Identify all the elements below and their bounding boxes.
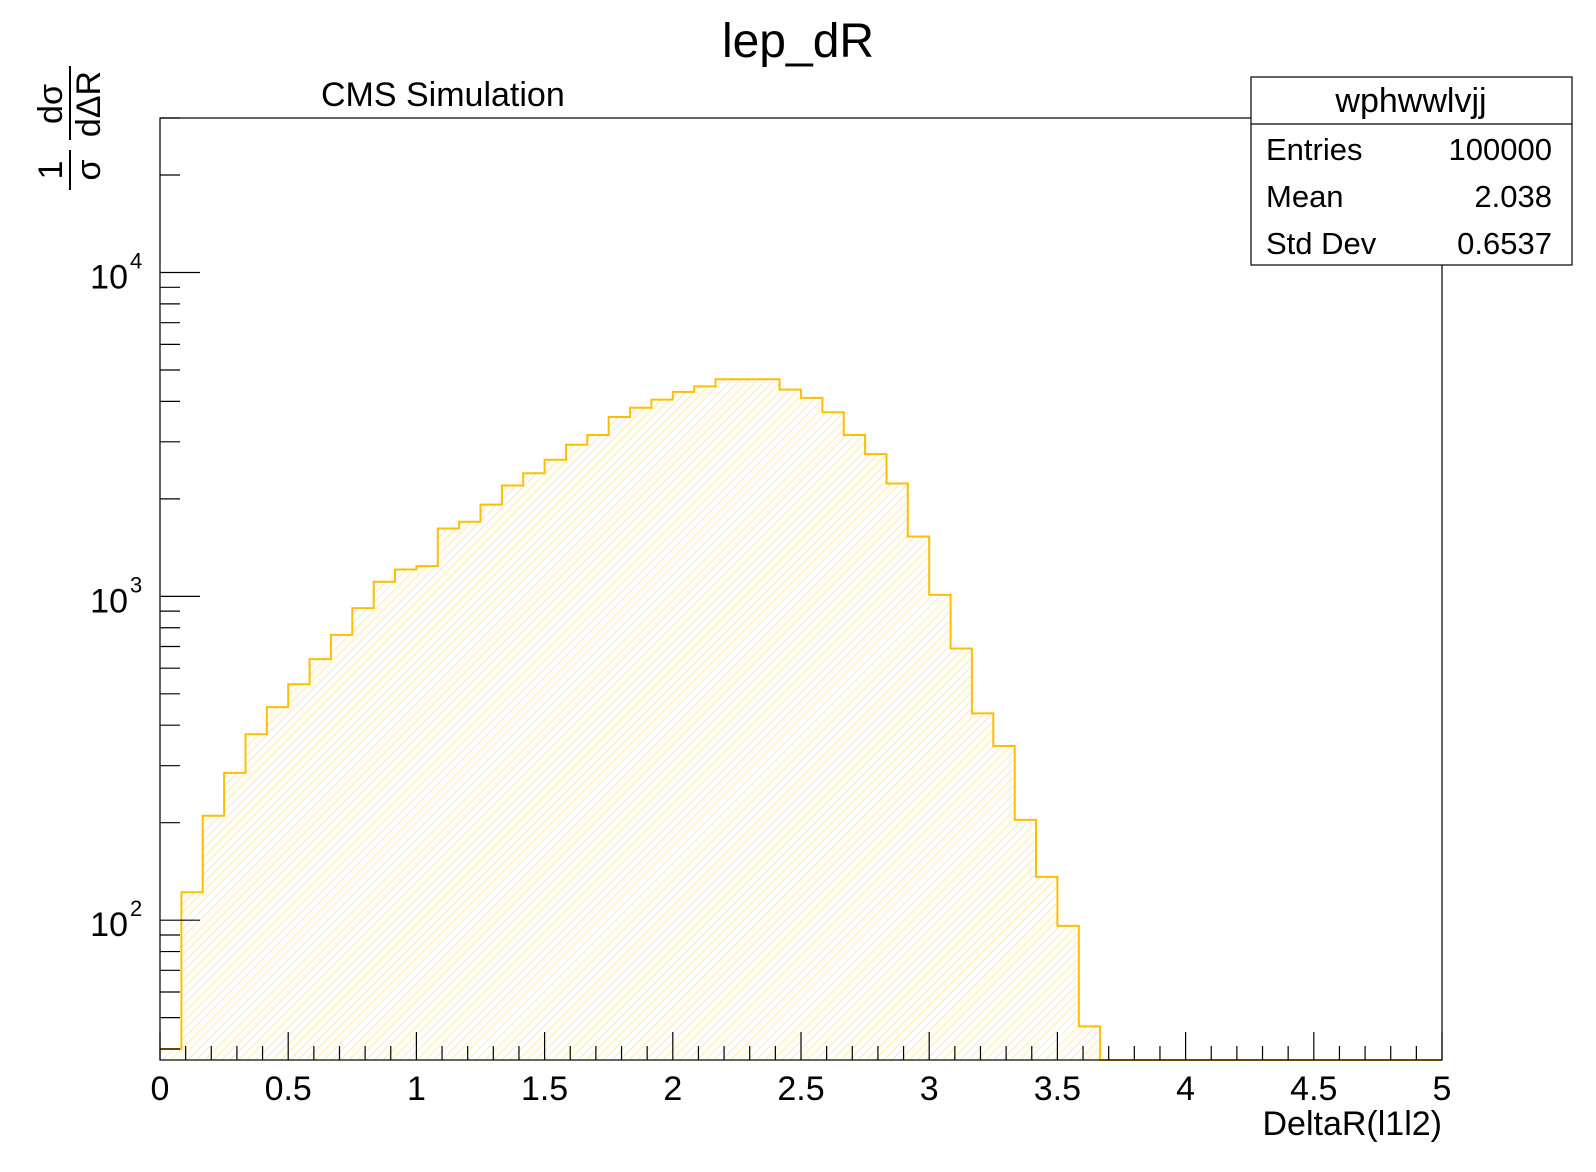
stats-entries-label: Entries xyxy=(1266,132,1362,167)
y-axis-label-den1: σ xyxy=(70,159,108,180)
histogram-bin xyxy=(288,684,309,1060)
histogram-bin xyxy=(523,473,544,1060)
histogram-bin xyxy=(203,816,224,1060)
histogram-fill xyxy=(160,379,1442,1060)
histogram-bin xyxy=(780,390,801,1060)
histogram-bin xyxy=(844,435,865,1060)
x-major-ticks xyxy=(159,1032,1443,1060)
histogram-bin xyxy=(822,412,843,1060)
histogram-bin xyxy=(160,1049,181,1060)
histogram-bin xyxy=(716,379,737,1060)
histogram-bin xyxy=(545,460,566,1060)
y-ticks xyxy=(160,117,200,1050)
y-tick-label-base: 10 xyxy=(90,906,128,944)
histogram-bin xyxy=(587,435,608,1060)
x-tick-label: 4.5 xyxy=(1290,1070,1337,1108)
x-tick-label: 5 xyxy=(1433,1070,1452,1108)
histogram-bin xyxy=(908,537,929,1060)
y-axis-label-num2: dσ xyxy=(32,84,70,124)
histogram-bin xyxy=(929,595,950,1060)
histogram-bin xyxy=(886,484,907,1060)
histogram-bin xyxy=(737,379,758,1060)
x-tick-label: 3 xyxy=(920,1070,939,1108)
histogram-bin xyxy=(416,566,437,1060)
x-minor-ticks xyxy=(185,1046,1417,1060)
histogram-bin xyxy=(609,417,630,1060)
histogram-bin xyxy=(224,773,245,1060)
y-axis-label: 1 σ dσ dΔR xyxy=(32,66,108,190)
stats-mean-value: 2.038 xyxy=(1474,179,1552,214)
y-tick-label-exponent: 4 xyxy=(130,249,142,274)
histogram-bin xyxy=(566,445,587,1060)
histogram-bin xyxy=(951,649,972,1060)
histogram-bin xyxy=(352,608,373,1060)
histogram-bin xyxy=(395,570,416,1060)
histogram-bin xyxy=(972,713,993,1060)
x-tick-label: 1.5 xyxy=(521,1070,568,1108)
stats-stddev-label: Std Dev xyxy=(1266,226,1377,261)
stats-box: wphwwlvjj Entries 100000 Mean 2.038 Std … xyxy=(1250,76,1573,266)
y-tick-label: 10 3 xyxy=(90,572,142,620)
x-tick-label: 0.5 xyxy=(265,1070,312,1108)
y-tick-label: 10 4 xyxy=(90,249,142,297)
x-tick-labels: 0 0.5 1 1.5 2 2.5 3 3.5 4 4.5 5 xyxy=(151,1070,1452,1108)
y-axis-label-num1: 1 xyxy=(32,161,70,180)
histogram-bin xyxy=(1057,926,1078,1060)
y-axis-label-den2: dΔR xyxy=(70,71,108,137)
histogram-bin xyxy=(331,635,352,1060)
histogram-bin xyxy=(801,398,822,1060)
histogram-bin xyxy=(1015,820,1036,1060)
x-tick-label: 3.5 xyxy=(1034,1070,1081,1108)
histogram-bin xyxy=(758,379,779,1060)
y-tick-label-base: 10 xyxy=(90,582,128,620)
x-tick-label: 4 xyxy=(1176,1070,1195,1108)
x-tick-label: 1 xyxy=(407,1070,426,1108)
histogram-bin xyxy=(310,659,331,1060)
histogram-bin xyxy=(993,746,1014,1060)
histogram-bin xyxy=(438,528,459,1060)
histogram-bars xyxy=(160,378,1442,1061)
histogram-bin xyxy=(673,392,694,1060)
x-axis-label: DeltaR(l1l2) xyxy=(1263,1105,1443,1143)
histogram-bin xyxy=(502,485,523,1060)
histogram-bin xyxy=(1079,1026,1100,1060)
histogram-bin xyxy=(181,892,202,1060)
histogram-outline xyxy=(160,378,1442,1061)
x-tick-label: 2.5 xyxy=(777,1070,824,1108)
cms-simulation-label: CMS Simulation xyxy=(321,76,565,114)
chart-title: lep_dR xyxy=(722,15,874,68)
y-tick-label-exponent: 3 xyxy=(130,572,142,597)
y-tick-label-exponent: 2 xyxy=(130,896,142,921)
stats-name: wphwwlvjj xyxy=(1334,82,1486,120)
histogram-bin xyxy=(694,386,715,1060)
y-tick-label: 10 2 xyxy=(90,896,142,944)
stats-mean-label: Mean xyxy=(1266,179,1344,214)
histogram-bin xyxy=(245,734,266,1060)
histogram-bin xyxy=(630,408,651,1060)
histogram-bin xyxy=(267,707,288,1060)
histogram-bin xyxy=(1036,877,1057,1060)
histogram-bin xyxy=(865,454,886,1060)
histogram-bin xyxy=(651,400,672,1060)
histogram-bin xyxy=(459,522,480,1060)
y-tick-label-base: 10 xyxy=(90,259,128,297)
x-tick-label: 0 xyxy=(151,1070,170,1108)
histogram-bin xyxy=(481,505,502,1060)
x-tick-label: 2 xyxy=(663,1070,682,1108)
stats-entries-value: 100000 xyxy=(1449,132,1552,167)
stats-stddev-value: 0.6537 xyxy=(1457,226,1552,261)
histogram-bin xyxy=(374,582,395,1060)
